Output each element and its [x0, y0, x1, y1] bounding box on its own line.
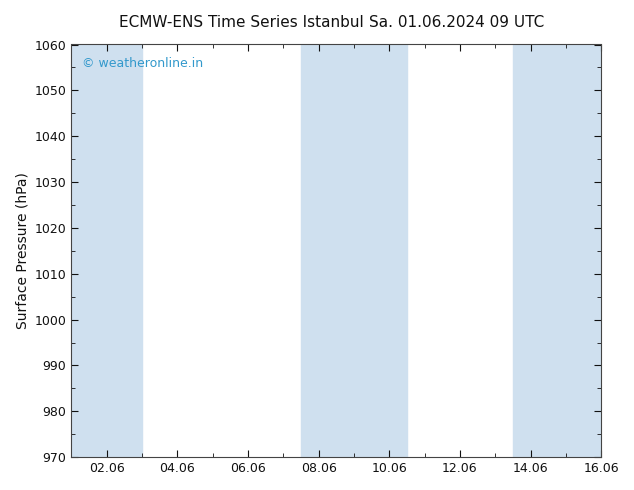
- Text: ECMW-ENS Time Series Istanbul: ECMW-ENS Time Series Istanbul: [119, 15, 363, 30]
- Text: Sa. 01.06.2024 09 UTC: Sa. 01.06.2024 09 UTC: [369, 15, 544, 30]
- Bar: [301, 45, 407, 457]
- Text: © weatheronline.in: © weatheronline.in: [82, 57, 203, 70]
- Bar: [513, 45, 601, 457]
- Y-axis label: Surface Pressure (hPa): Surface Pressure (hPa): [15, 172, 29, 329]
- Bar: [71, 45, 142, 457]
